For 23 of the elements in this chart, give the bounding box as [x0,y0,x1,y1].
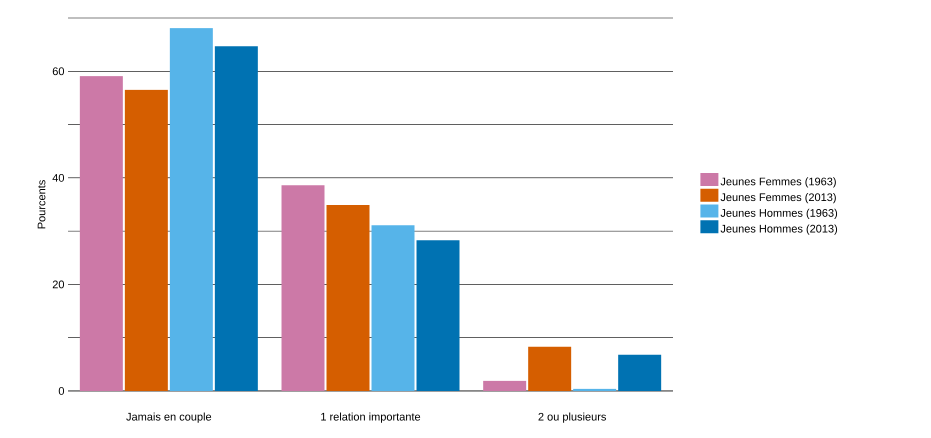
bar [214,46,258,391]
legend-label: Jeunes Hommes (1963) [720,208,838,219]
y-tick-label: 60 [52,67,64,76]
bar [80,76,123,391]
bar [326,205,370,391]
x-tick-label: 1 relation importante [321,412,420,423]
y-tick-label: 20 [52,280,64,288]
x-tick-label: 2 ou plusieurs [538,412,606,423]
bar [282,185,325,391]
legend-label: Jeunes Femmes (2013) [720,193,836,204]
bar [416,240,460,391]
y-axis-title: Pourcents [38,180,46,228]
legend-label: Jeunes Femmes (1963) [720,177,836,188]
bar [528,346,572,391]
bar [372,225,415,391]
bar [618,354,662,391]
bar [483,380,526,391]
y-tick-label: 40 [52,174,64,182]
legend-label: Jeunes Hommes (2013) [720,224,838,235]
bar [170,28,213,391]
x-tick-label: Jamais en couple [126,412,212,423]
bar [124,90,168,391]
y-tick-label: 0 [58,387,64,395]
